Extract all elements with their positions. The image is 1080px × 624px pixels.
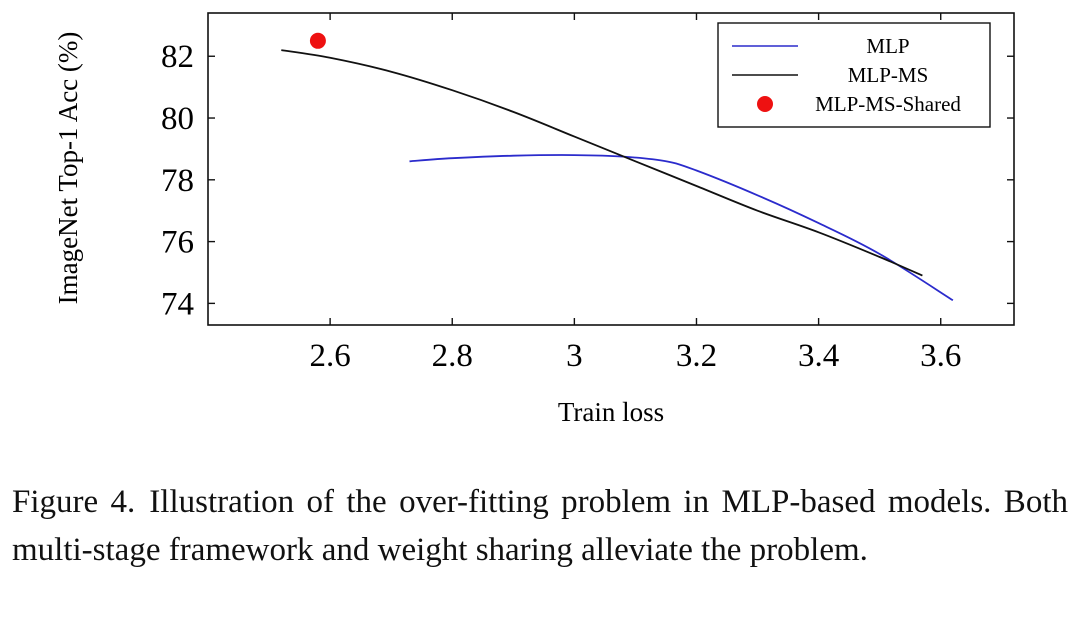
caption-text: Illustration of the over-fitting problem…: [12, 484, 1068, 568]
series-layer: [281, 32, 954, 302]
tick-layer: 2.6 2.8 3 3.2 3.4 3.6 74 76 78 80 82: [161, 13, 1014, 374]
y-tick-label: 78: [161, 163, 194, 199]
series-line-mlp: [409, 154, 954, 302]
x-tick-label: 3: [566, 338, 583, 374]
caption-figure-number: Figure 4.: [12, 484, 136, 520]
series-line-mlp-ms: [281, 49, 923, 277]
figure-caption: Figure 4. Illustration of the over-fittin…: [12, 478, 1068, 574]
legend-swatch-mlp-ms-shared: [757, 96, 773, 112]
y-axis-label: ImageNet Top-1 Acc (%): [53, 32, 83, 305]
y-tick-label: 74: [161, 286, 194, 322]
data-point-mlp-ms-shared: [309, 32, 326, 49]
legend-label-mlp-ms-shared: MLP-MS-Shared: [815, 92, 961, 116]
x-axis-label: Train loss: [558, 397, 664, 427]
x-tick-label: 3.4: [798, 338, 839, 374]
y-tick-label: 80: [161, 101, 194, 137]
legend-label-mlp: MLP: [866, 34, 909, 58]
x-tick-label: 3.6: [920, 338, 961, 374]
legend: MLP MLP-MS MLP-MS-Shared: [717, 22, 991, 128]
x-tick-label: 2.6: [309, 338, 350, 374]
plot-frame: [207, 12, 1015, 326]
chart: 2.6 2.8 3 3.2 3.4 3.6 74 76 78 80 82 MLP MLP-MS ML…: [53, 12, 1015, 427]
x-tick-label: 3.2: [676, 338, 717, 374]
y-tick-label: 82: [161, 39, 194, 75]
legend-label-mlp-ms: MLP-MS: [848, 63, 929, 87]
x-tick-label: 2.8: [432, 338, 473, 374]
y-tick-label: 76: [161, 225, 194, 261]
